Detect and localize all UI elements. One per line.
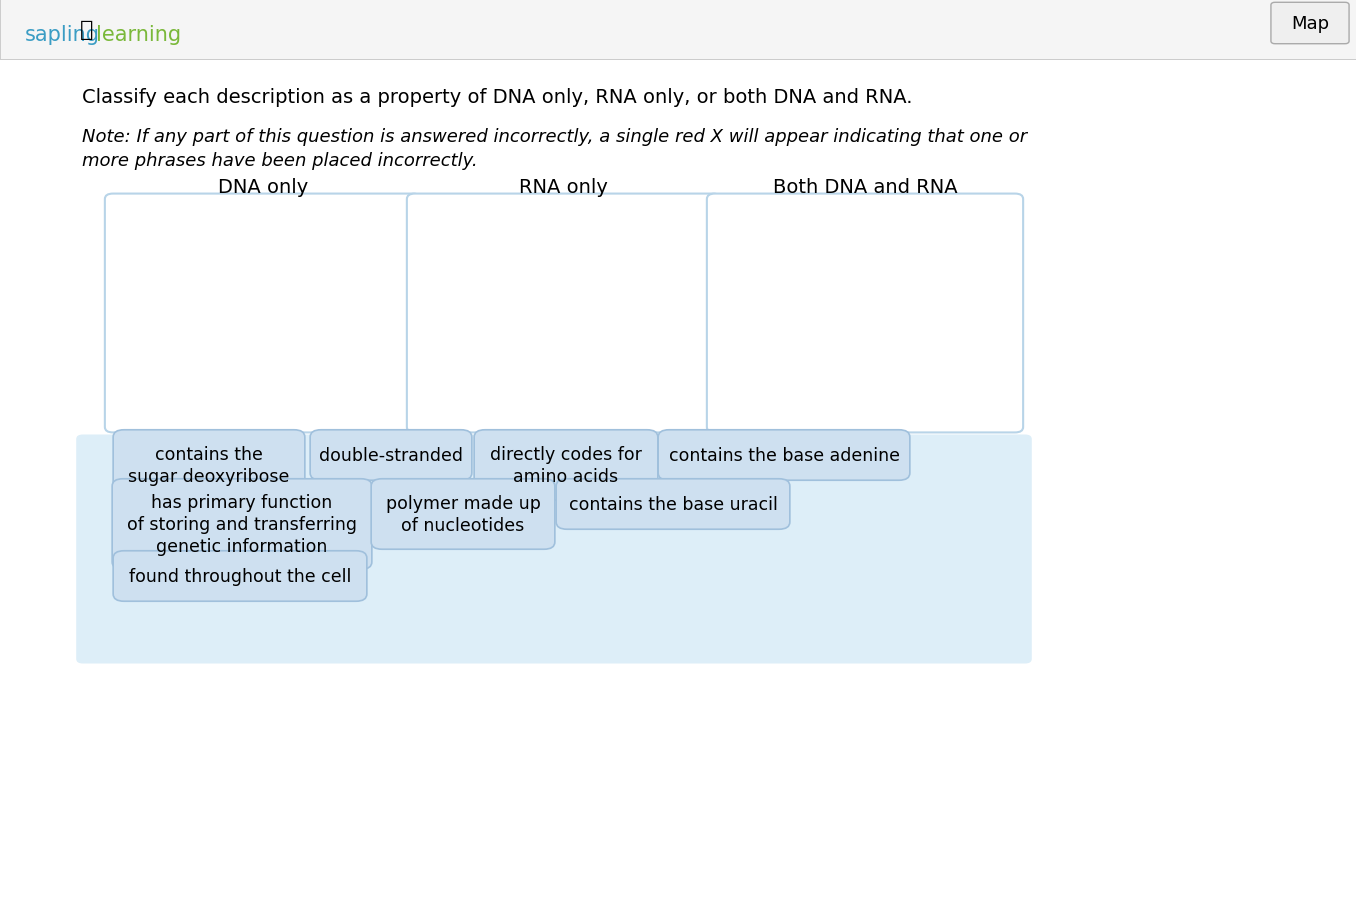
FancyBboxPatch shape [0, 0, 1356, 60]
FancyBboxPatch shape [104, 194, 422, 433]
Text: Classify each description as a property of DNA only, RNA only, or both DNA and R: Classify each description as a property … [81, 88, 913, 107]
Text: DNA only: DNA only [218, 178, 308, 197]
FancyBboxPatch shape [556, 479, 789, 530]
FancyBboxPatch shape [76, 435, 1032, 664]
Text: contains the base adenine: contains the base adenine [669, 446, 899, 464]
FancyBboxPatch shape [113, 551, 367, 601]
FancyBboxPatch shape [113, 479, 372, 570]
FancyBboxPatch shape [706, 194, 1024, 433]
FancyBboxPatch shape [1271, 4, 1349, 44]
Text: polymer made up
of nucleotides: polymer made up of nucleotides [385, 494, 541, 535]
FancyBboxPatch shape [658, 431, 910, 480]
Text: sapling: sapling [24, 25, 100, 45]
Text: has primary function
of storing and transferring
genetic information: has primary function of storing and tran… [127, 493, 357, 555]
Text: found throughout the cell: found throughout the cell [129, 567, 351, 585]
FancyBboxPatch shape [475, 431, 658, 500]
FancyBboxPatch shape [113, 431, 305, 500]
Text: RNA only: RNA only [518, 178, 607, 197]
FancyBboxPatch shape [372, 479, 555, 550]
Text: Map: Map [1291, 15, 1329, 33]
Text: contains the base uracil: contains the base uracil [568, 496, 777, 514]
Text: contains the
sugar deoxyribose: contains the sugar deoxyribose [129, 445, 290, 486]
Text: directly codes for
amino acids: directly codes for amino acids [490, 445, 641, 486]
Text: Note: If any part of this question is answered incorrectly, a single red X will : Note: If any part of this question is an… [81, 128, 1026, 170]
FancyBboxPatch shape [407, 194, 721, 433]
Text: double-stranded: double-stranded [319, 446, 462, 464]
Text: 🌿: 🌿 [80, 20, 94, 40]
Text: learning: learning [96, 25, 182, 45]
Text: Both DNA and RNA: Both DNA and RNA [773, 178, 957, 197]
FancyBboxPatch shape [311, 431, 472, 480]
